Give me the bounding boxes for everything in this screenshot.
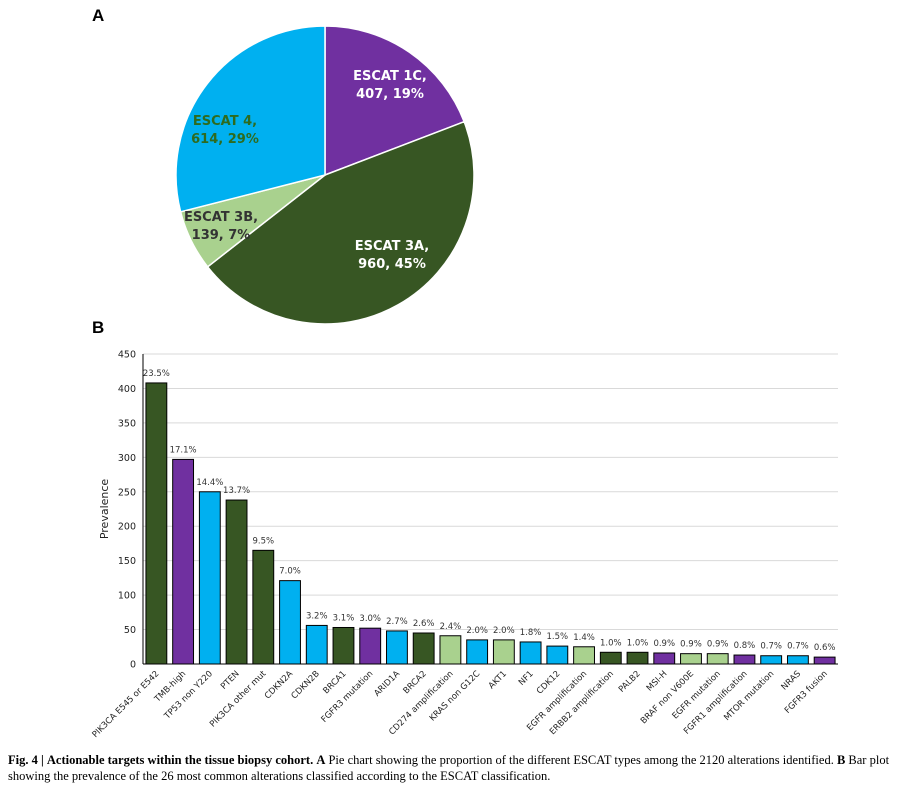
pie-label-escat-3b-name: ESCAT 3B,	[184, 210, 258, 225]
x-tick-label: TP53 non Y220	[162, 669, 215, 722]
pie-label-escat-3b-value: 139, 7%	[192, 228, 251, 243]
bar-fgfr3-mutation	[359, 627, 382, 665]
bar-arid1a	[386, 630, 408, 665]
pie-slice-escat-4	[175, 25, 326, 213]
pie-label-escat-3a-name: ESCAT 3A,	[355, 239, 430, 254]
y-tick-label: 150	[118, 556, 136, 567]
bar-value-label: 23.5%	[143, 369, 170, 379]
pie-label-escat-4-name: ESCAT 4,	[193, 114, 257, 129]
x-tick-label: AKT1	[487, 669, 509, 691]
bar-cdkn2b	[305, 624, 328, 665]
y-tick-label: 200	[118, 522, 136, 533]
x-tick-label: MTOR mutation	[722, 669, 776, 723]
bar-value-label: 3.1%	[333, 613, 355, 623]
x-tick-label: KRAS non G12C	[428, 669, 483, 724]
caption-fig-title: Actionable targets within the tissue bio…	[46, 753, 314, 767]
bar-value-label: 1.5%	[547, 632, 569, 642]
x-tick-label: MSI-H	[645, 669, 670, 694]
bar-value-label: 1.4%	[573, 633, 595, 643]
bar-erbb2-amplification	[599, 651, 622, 665]
bar-value-label: 17.1%	[170, 445, 197, 455]
pie-label-escat-3a-value: 960, 45%	[358, 257, 426, 272]
x-tick-label: FGFR3 mutation	[320, 669, 376, 725]
y-tick-label: 350	[118, 418, 136, 429]
bar-pik3ca-other-mut	[252, 549, 275, 665]
bar-cd274-amplification	[439, 635, 462, 665]
bar-cdk12	[546, 645, 569, 665]
bar-fgfr1-amplification	[733, 654, 756, 665]
y-tick-label: 400	[118, 384, 136, 395]
bar-tp53-non-y220	[198, 491, 221, 665]
y-tick-label: 300	[118, 453, 136, 464]
bar-egfr-mutation	[706, 653, 729, 665]
bar-value-label: 1.0%	[627, 638, 649, 648]
bar-egfr-amplification	[573, 646, 595, 665]
figure-canvas: ESCAT 1C, 407, 19% ESCAT 3A, 960, 45% ESCAT …	[91, 25, 838, 740]
caption-a-text: Pie chart showing the proportion of the …	[328, 753, 834, 767]
bar-value-label: 0.9%	[653, 639, 675, 649]
bar-mtor-mutation	[760, 655, 783, 665]
pie-label-escat-1c-name: ESCAT 1C,	[353, 69, 427, 84]
x-tick-label: NRAS	[780, 669, 803, 692]
x-tick-label: PALB2	[617, 669, 643, 695]
bar-msi-h	[653, 652, 676, 665]
figure-caption: Fig. 4 | Actionable targets within the t…	[8, 752, 898, 784]
bar-value-label: 2.7%	[386, 617, 408, 627]
bar-value-label: 9.5%	[252, 536, 274, 546]
bar-value-label: 0.9%	[680, 640, 702, 650]
bar-kras-non-g12c	[466, 639, 489, 665]
x-tick-label: NF1	[517, 669, 536, 688]
bar-pik3ca-e545-or-e542	[145, 382, 168, 665]
bar-value-label: 13.7%	[223, 486, 250, 496]
bar-value-label: 0.9%	[707, 640, 729, 650]
bar-value-label: 14.4%	[196, 478, 223, 488]
bar-braf-non-v600e	[680, 653, 702, 665]
bar-akt1	[492, 639, 515, 665]
y-tick-label: 450	[118, 350, 136, 361]
y-tick-label: 0	[130, 660, 136, 671]
bar-value-label: 3.0%	[359, 614, 381, 624]
bar-brca1	[332, 626, 355, 665]
bar-value-label: 1.8%	[520, 628, 542, 638]
y-axis-title: Prevalence	[98, 479, 111, 540]
pie-label-escat-1c-value: 407, 19%	[356, 87, 424, 102]
pie-label-escat-4-value: 614, 29%	[191, 132, 259, 147]
bar-cdkn2a	[279, 580, 301, 665]
bar-fgfr3-fusion	[813, 656, 836, 665]
x-tick-label: ARID1A	[372, 669, 402, 699]
y-tick-label: 250	[118, 487, 136, 498]
bar-value-label: 2.0%	[493, 626, 515, 636]
caption-b-marker: B	[836, 753, 846, 767]
bar-tmb-high	[172, 458, 195, 665]
x-tick-label: PIK3CA E545 or E542	[91, 669, 162, 740]
bar-value-label: 0.6%	[814, 643, 836, 653]
pie-slice-escat-3a	[206, 120, 475, 325]
y-tick-label: 100	[118, 591, 136, 602]
x-tick-label: PTEN	[219, 669, 242, 692]
pie-slice-escat-1c	[324, 25, 466, 177]
x-tick-label: CDKN2B	[290, 669, 322, 701]
bar-nras	[786, 655, 809, 665]
bar-value-label: 2.4%	[440, 622, 462, 632]
caption-a-marker: A	[316, 753, 326, 767]
bar-value-label: 0.8%	[734, 641, 756, 651]
bar-value-label: 2.6%	[413, 619, 435, 629]
panel-label-b: B	[92, 318, 105, 337]
bar-value-label: 2.0%	[466, 626, 488, 636]
caption-fig-label: Fig. 4 |	[8, 753, 44, 767]
caption-b-text: Bar plot showing the prevalence of the 2…	[8, 753, 890, 783]
bar-pten	[225, 499, 248, 665]
bar-value-label: 0.7%	[787, 642, 809, 652]
pie-chart: ESCAT 1C, 407, 19% ESCAT 3A, 960, 45% ESCAT …	[175, 25, 475, 325]
bar-value-label: 3.2%	[306, 611, 328, 621]
bar-palb2	[626, 651, 649, 665]
panel-label-a: A	[92, 6, 105, 25]
bar-brca2	[412, 632, 435, 665]
bar-value-label: 0.7%	[760, 642, 782, 652]
bar-value-label: 1.0%	[600, 638, 622, 648]
bar-nf1	[519, 641, 542, 665]
bar-value-label: 7.0%	[279, 567, 301, 577]
bar-chart: 0 50 100 150 200 250 300 350 400 450 Prevalence 23.…	[91, 350, 838, 740]
y-tick-label: 50	[124, 625, 136, 636]
